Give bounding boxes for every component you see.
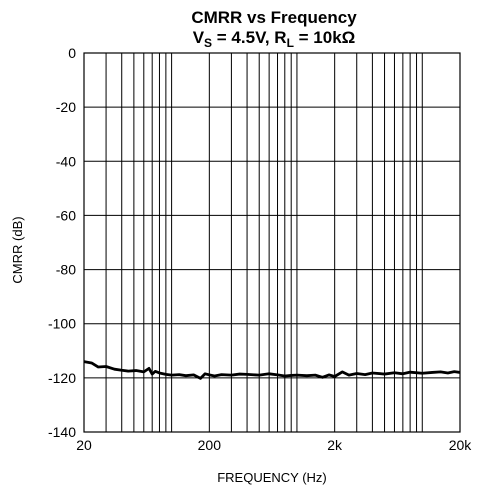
x-tick-label: 20k [449,437,473,453]
subtitle-vs-text: = 4.5V, R [212,28,287,47]
grid [84,53,460,432]
x-tick-label: 20 [76,437,92,453]
chart-subtitle: VS = 4.5V, RL = 10kΩ [193,28,356,50]
y-tick-label: -60 [56,207,76,223]
y-axis-ticks: 0 -20 -40 -60 -80 -100 -120 -140 [48,45,76,440]
series-line [83,360,461,380]
subtitle-vs-sub: S [204,36,212,50]
x-tick-label: 200 [198,437,222,453]
y-tick-label: -120 [48,370,76,386]
x-tick-label: 2k [327,437,343,453]
x-axis-label: FREQUENCY (Hz) [217,470,327,485]
x-axis-ticks: 20 200 2k 20k [76,437,472,453]
y-tick-label: -80 [56,262,76,278]
y-tick-label: -20 [56,99,76,115]
series-group [83,360,461,380]
y-tick-label: -140 [48,424,76,440]
plot-frame [83,52,461,433]
subtitle-rl-text: = 10kΩ [294,28,355,47]
subtitle-rl-sub: L [287,36,294,50]
y-tick-label: -100 [48,316,76,332]
chart-title: CMRR vs Frequency [191,8,357,27]
y-axis-label: CMRR (dB) [10,216,25,283]
y-tick-label: -40 [56,153,76,169]
y-tick-label: 0 [68,45,76,61]
subtitle-vs: V [193,28,205,47]
